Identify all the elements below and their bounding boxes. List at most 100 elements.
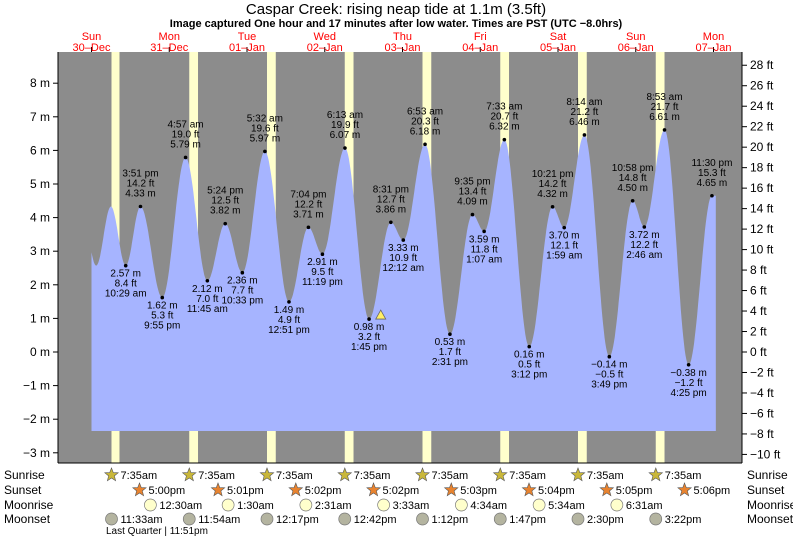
tide-label: 1.49 m (274, 305, 305, 316)
tide-label: 20.7 ft (490, 112, 518, 123)
tide-point (223, 221, 228, 226)
sunrise-row-label: Sunrise (4, 468, 45, 482)
tide-point (502, 137, 507, 142)
tide-label: 11:30 pm (691, 158, 732, 169)
right-tick-label: 22 ft (750, 120, 774, 134)
tide-label: 4.9 ft (278, 315, 300, 326)
tide-label: 5:24 pm (207, 186, 243, 197)
sunset-star-icon (521, 482, 537, 497)
tide-point (160, 295, 165, 300)
tide-label: 10:33 pm (221, 296, 263, 307)
moonrise-time: 1:30am (237, 500, 274, 512)
day-date: 04–Jan (462, 42, 498, 54)
tide-point (527, 344, 532, 349)
tide-label: 5:32 am (247, 113, 283, 124)
tide-label: 0.16 m (514, 350, 545, 361)
tide-point (550, 205, 555, 209)
chart-title: Caspar Creek: rising neap tide at 1.1m (… (246, 1, 546, 18)
tide-point (263, 149, 267, 154)
moonset-moon-icon (105, 512, 118, 526)
sunrise-time: 7:35am (198, 470, 235, 482)
tide-label: 4.33 m (125, 189, 156, 200)
tide-label: 11:19 pm (302, 277, 343, 288)
tide-point (240, 270, 245, 275)
tide-label: 4:57 am (168, 119, 204, 130)
left-tick-label: 8 m (30, 76, 50, 90)
right-tick-label: 16 ft (750, 181, 774, 195)
sunrise-time: 7:35am (509, 470, 546, 482)
left-tick-label: 7 m (30, 110, 50, 124)
tide-point (482, 229, 486, 234)
moonrise-time: 12:30am (159, 500, 202, 512)
sunrise-star-icon (570, 467, 586, 482)
day-name: Tue (238, 31, 257, 43)
tide-label: 6.46 m (569, 117, 600, 128)
moonset-moon-icon (338, 512, 352, 526)
day-name: Sat (550, 31, 567, 43)
tide-label: 11.8 ft (471, 244, 498, 255)
sunset-time: 5:01pm (227, 485, 264, 497)
left-tick-label: 2 m (30, 278, 50, 292)
tide-label: 20.3 ft (411, 116, 439, 127)
tide-label: 3:12 pm (511, 370, 547, 381)
day-date: 06–Jan (618, 42, 654, 54)
tide-label: 0.5 ft (518, 360, 540, 371)
moonset-time: 2:30pm (587, 514, 624, 526)
tide-label: 10.9 ft (389, 253, 417, 264)
tide-point (686, 362, 691, 367)
moonset-time: 12:42pm (354, 514, 397, 526)
tide-label: 3.33 m (388, 243, 419, 254)
tide-label: 4.65 m (697, 178, 728, 189)
tide-label: 5.3 ft (151, 311, 173, 322)
moonset-time: 11:54am (198, 514, 240, 526)
left-tick-label: −1 m (23, 379, 50, 393)
sunset-star-icon (677, 482, 693, 497)
sunset-star-icon (131, 482, 147, 497)
tide-label: 5.97 m (250, 133, 281, 144)
tide-label: 19.6 ft (251, 123, 279, 134)
sunrise-star-icon (337, 467, 353, 482)
moonset-time: 11:33am (121, 514, 163, 526)
day-name: Wed (314, 31, 336, 43)
tide-label: 3.86 m (376, 204, 407, 215)
water-level-area (91, 129, 716, 431)
right-tick-label: 18 ft (750, 161, 774, 175)
sunrise-time: 7:35am (587, 470, 624, 482)
tide-label: 12.7 ft (377, 194, 405, 205)
left-tick-label: 5 m (30, 177, 50, 191)
tide-point (401, 238, 406, 242)
sunset-star-icon (599, 482, 615, 497)
tide-label: 10:58 pm (612, 163, 654, 174)
tide-label: 3:49 pm (591, 380, 627, 391)
day-name: Thu (393, 31, 412, 43)
tide-label: 7:33 am (486, 102, 522, 113)
tide-label: 9:35 pm (454, 177, 490, 188)
tide-label: 14.2 ft (539, 179, 567, 190)
moonrise-time: 6:31am (626, 500, 663, 512)
sunrise-row-label-right: Sunrise (747, 468, 788, 482)
tide-label: 13.4 ft (459, 187, 487, 198)
tide-point (630, 199, 635, 203)
moonset-time: 1:12pm (432, 514, 469, 526)
day-date: 03–Jan (384, 42, 420, 54)
sunset-row-label: Sunset (4, 483, 42, 497)
tide-label: 9:55 pm (144, 321, 180, 332)
tide-label: 1:07 am (466, 254, 502, 265)
day-name: Sun (626, 31, 646, 43)
moonset-row-label-right: Moonset (747, 512, 793, 526)
tide-label: 12.1 ft (550, 241, 578, 252)
tide-label: 12.5 ft (211, 196, 239, 207)
tide-point (306, 225, 311, 230)
tide-label: 14.2 ft (127, 179, 155, 190)
sunset-time: 5:05pm (616, 485, 653, 497)
left-tick-label: 3 m (30, 244, 50, 258)
left-tick-label: 1 m (30, 311, 50, 325)
moonset-moon-icon (493, 512, 507, 526)
tide-label: 1.62 m (147, 301, 178, 312)
moonrise-time: 5:34am (548, 500, 585, 512)
moonrise-row-label: Moonrise (4, 498, 54, 512)
sunset-time: 5:06pm (694, 485, 731, 497)
tide-label: 5.79 m (170, 139, 201, 150)
tide-label: 9.5 ft (311, 267, 333, 278)
